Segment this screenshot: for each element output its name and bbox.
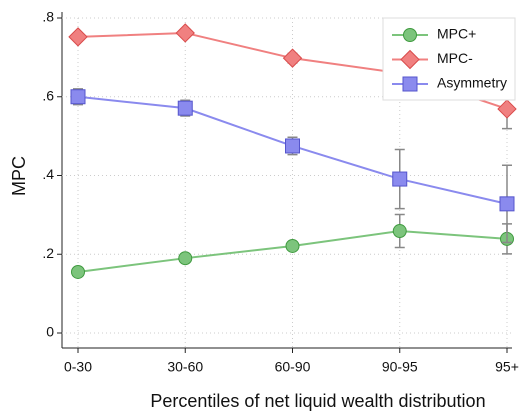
x-tick-label: 0-30: [64, 359, 92, 375]
x-tick-label: 95+: [495, 359, 519, 375]
marker: [285, 238, 300, 253]
marker: [392, 171, 408, 187]
y-tick-label: .8: [42, 9, 54, 25]
marker: [392, 224, 407, 239]
x-tick-label: 30-60: [167, 359, 203, 375]
legend-label: MPC-: [437, 50, 473, 66]
legend-marker: [403, 28, 417, 42]
marker: [175, 23, 195, 43]
y-tick-label: .4: [42, 166, 54, 182]
marker: [282, 48, 303, 68]
y-tick-label: .2: [42, 245, 54, 261]
marker: [497, 99, 517, 119]
marker: [177, 100, 193, 116]
y-tick-label: 0: [46, 324, 54, 340]
marker: [70, 89, 86, 105]
marker: [499, 196, 515, 212]
legend-marker: [400, 49, 420, 70]
y-axis-label: MPC: [9, 156, 29, 196]
legend-label: MPC+: [437, 26, 476, 42]
legend-label: Asymmetry: [437, 75, 507, 91]
marker: [178, 251, 193, 266]
x-tick-label: 60-90: [275, 359, 311, 375]
x-axis-label: Percentiles of net liquid wealth distrib…: [150, 391, 485, 411]
marker: [68, 27, 88, 47]
marker: [71, 264, 85, 279]
legend-marker: [402, 76, 418, 92]
x-tick-label: 90-95: [382, 359, 418, 375]
marker: [285, 138, 300, 154]
y-tick-label: .6: [42, 87, 54, 103]
